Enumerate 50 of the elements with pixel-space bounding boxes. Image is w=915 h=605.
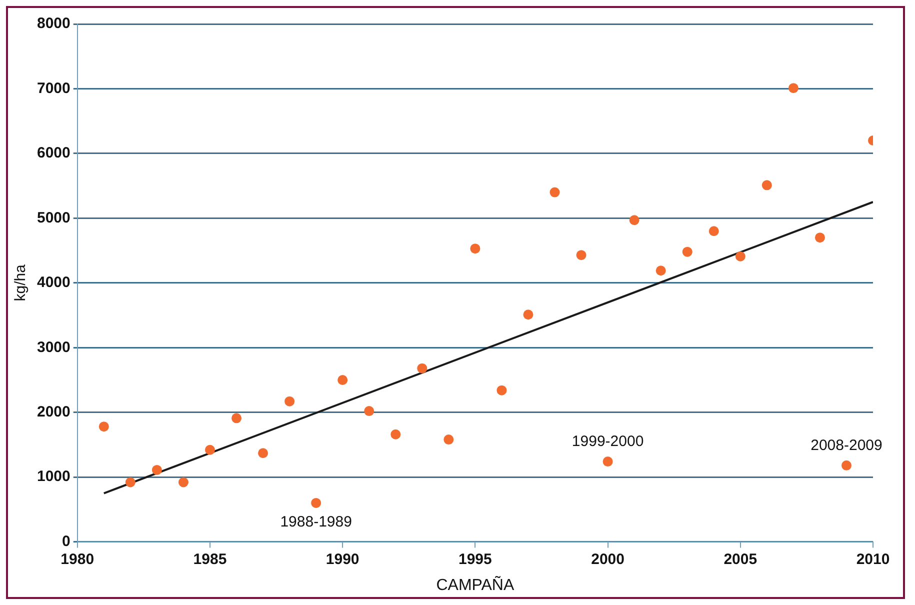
annotation: 1999-2000: [572, 433, 644, 450]
x-tick-label: 1995: [458, 550, 492, 568]
x-tick-label: 1985: [193, 550, 227, 568]
point: [338, 374, 348, 385]
point: [602, 456, 613, 467]
x-tick-label: 1980: [60, 550, 94, 568]
y-tick-label: 1000: [36, 468, 70, 486]
point: [125, 477, 136, 488]
point: [576, 250, 586, 260]
y-tick-label: 7000: [36, 80, 70, 97]
annotation: 2008-2009: [810, 437, 882, 454]
x-axis-title: CAMPAÑA: [436, 574, 514, 594]
point: [152, 464, 162, 475]
y-tick-label: 8000: [36, 15, 70, 32]
y-tick-label: 6000: [36, 144, 70, 162]
y-tick-label: 3000: [36, 338, 70, 356]
point: [496, 385, 507, 396]
point: [682, 246, 692, 257]
point: [311, 498, 322, 508]
x-tick-label: 2005: [724, 550, 758, 568]
point: [629, 215, 640, 226]
point: [788, 83, 798, 94]
point: [204, 444, 215, 455]
point: [98, 422, 109, 432]
point: [841, 460, 852, 470]
point: [417, 363, 428, 374]
point: [364, 406, 374, 416]
point: [708, 226, 719, 236]
point: [656, 266, 666, 276]
y-axis-title: kg/ha: [12, 264, 30, 302]
point: [258, 448, 268, 458]
y-tick-label: 2000: [36, 403, 70, 420]
x-tick-label: 1990: [326, 550, 360, 568]
y-tick-label: 5000: [36, 209, 70, 226]
point: [762, 180, 772, 190]
point: [814, 232, 825, 243]
annotation: 1988-1989: [280, 514, 352, 531]
x-tick-label: 2000: [591, 550, 624, 568]
point: [523, 310, 534, 320]
y-tick-label: 4000: [36, 274, 70, 292]
point: [470, 244, 480, 254]
point: [231, 413, 242, 424]
x-tick-label: 2010: [856, 550, 890, 568]
point: [550, 187, 560, 198]
point: [735, 251, 746, 262]
y-tick-label: 0: [62, 532, 70, 550]
point: [178, 477, 188, 488]
point: [390, 429, 401, 440]
point: [444, 434, 454, 445]
point: [284, 396, 295, 406]
